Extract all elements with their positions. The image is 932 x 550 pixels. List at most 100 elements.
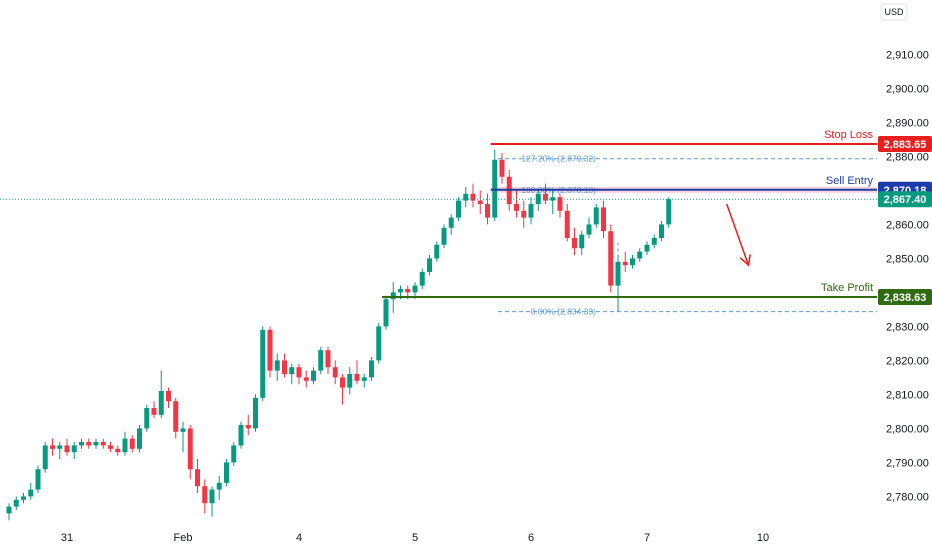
level-title: Sell Entry: [826, 175, 874, 187]
candle-body: [608, 231, 614, 286]
y-tick-label: 2,780.00: [886, 491, 929, 503]
level-badge: [878, 135, 932, 152]
candle: [448, 214, 454, 235]
candle-body: [412, 285, 418, 293]
candle-body: [492, 159, 498, 218]
candle: [13, 496, 19, 510]
x-tick-label: 4: [296, 532, 302, 544]
candle-body: [289, 367, 295, 374]
candle: [28, 482, 34, 500]
candle: [593, 204, 599, 228]
candle: [456, 197, 461, 221]
candle-body: [383, 299, 389, 327]
candle-body: [296, 367, 302, 378]
level-badge-text: 2,883.65: [884, 139, 927, 151]
candle: [564, 204, 570, 242]
candle: [499, 153, 505, 184]
currency-box[interactable]: [880, 3, 908, 21]
candle-body: [376, 326, 382, 361]
candle: [535, 190, 541, 211]
candle: [325, 346, 331, 374]
candle-body: [57, 445, 63, 449]
candle-body: [579, 234, 585, 249]
candle-body: [108, 445, 113, 449]
candle: [79, 438, 84, 449]
candle-body: [528, 204, 534, 218]
candle: [238, 421, 244, 449]
candle: [434, 241, 440, 262]
candle-body: [572, 238, 577, 249]
candle-body: [434, 244, 440, 259]
candle: [659, 221, 664, 242]
x-tick-label: 7: [644, 532, 650, 544]
candle: [427, 255, 432, 276]
candle: [64, 438, 70, 456]
candle-body: [115, 448, 121, 453]
candle: [361, 374, 367, 388]
candle: [100, 438, 106, 449]
candle: [108, 442, 113, 453]
candle: [195, 459, 200, 493]
candle: [209, 486, 215, 517]
y-tick-label: 2,800.00: [886, 423, 929, 435]
candle: [572, 227, 577, 255]
candle: [311, 367, 316, 385]
time-axis[interactable]: 31 Feb 4 5 6 7 10: [61, 532, 769, 544]
candle: [282, 353, 287, 378]
candle-body: [543, 193, 548, 201]
candle-body: [144, 408, 150, 429]
candle-body: [238, 425, 244, 446]
arrow-shaft: [726, 203, 750, 266]
candle-body: [35, 469, 41, 490]
candle: [253, 394, 258, 432]
candle-body: [28, 489, 34, 497]
candle: [557, 193, 563, 218]
x-tick-label: 10: [757, 532, 769, 544]
candle-body: [390, 292, 396, 300]
candle-body: [202, 486, 208, 504]
y-tick-label: 2,910.00: [886, 49, 929, 61]
candle: [615, 255, 621, 312]
candle-body: [405, 289, 411, 293]
candle-body: [303, 377, 309, 381]
candle-body: [427, 258, 432, 272]
candle: [224, 459, 229, 487]
candle: [57, 442, 63, 459]
candle: [608, 224, 614, 293]
candle-body: [441, 227, 447, 245]
candle: [180, 421, 186, 453]
candle-body: [79, 442, 84, 446]
candle-body: [369, 360, 374, 378]
candle: [521, 200, 527, 228]
candle: [477, 190, 483, 215]
last-price-badge: [878, 191, 932, 208]
candle: [216, 476, 222, 500]
candle: [376, 323, 382, 364]
candle: [354, 360, 360, 385]
candle-body: [311, 370, 316, 381]
candle-body: [151, 408, 157, 415]
candle: [86, 438, 92, 449]
candle-body: [245, 425, 251, 429]
candle: [50, 438, 55, 456]
candle: [485, 193, 490, 225]
candle-body: [456, 200, 461, 218]
price-axis[interactable]: USD 2,780.00 2,790.00 2,800.00 2,810.00 2,82…: [880, 3, 929, 503]
candle-body: [224, 462, 229, 483]
candle: [347, 367, 353, 395]
candle-body: [6, 506, 12, 514]
candle-body: [21, 496, 26, 500]
y-tick-label: 2,880.00: [886, 151, 929, 163]
candle-body: [361, 377, 367, 381]
candle-body: [622, 261, 628, 266]
candle-body: [557, 197, 563, 211]
candle: [173, 397, 179, 439]
currency-label: USD: [884, 7, 904, 17]
candle: [21, 493, 26, 504]
candle-body: [158, 391, 164, 415]
candle: [93, 438, 99, 449]
fib-label: 0.00% (2,834.33): [531, 307, 596, 317]
candle-body: [180, 428, 186, 432]
candle: [137, 425, 142, 453]
